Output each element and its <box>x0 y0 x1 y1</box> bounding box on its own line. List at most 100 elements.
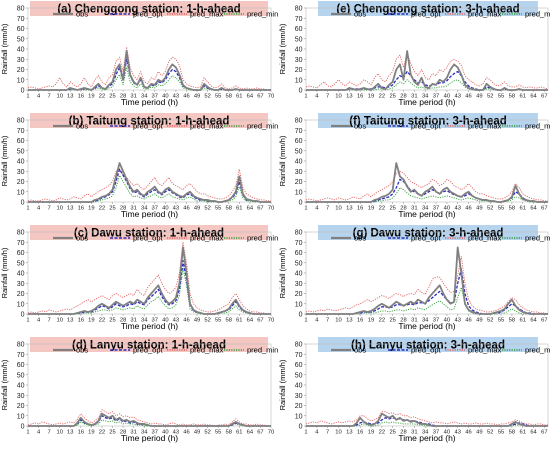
legend-label-pred-min: pred_min <box>525 122 550 131</box>
y-tick-label: 10 <box>295 77 303 84</box>
legend-label-obs: obs <box>76 346 88 355</box>
x-tick-label: 58 <box>509 206 515 212</box>
y-tick-label: 50 <box>295 36 303 43</box>
legend-label-pred-max: pred_max <box>468 10 502 19</box>
x-tick-label: 34 <box>422 94 429 100</box>
x-tick-label: 43 <box>454 206 460 212</box>
x-tick-label: 28 <box>120 318 126 324</box>
x-tick-label: 22 <box>99 94 105 100</box>
series-line-pred-max <box>305 256 549 315</box>
legend-label-pred-opt: pred_opt <box>133 234 164 243</box>
series-line-pred-min <box>28 267 271 315</box>
x-tick-label: 61 <box>236 430 242 436</box>
plot-frame <box>27 343 272 427</box>
legend-label-pred-opt: pred_opt <box>133 346 164 355</box>
x-tick-label: 19 <box>88 206 94 212</box>
y-tick-label: 80 <box>17 6 25 13</box>
x-tick-label: 37 <box>152 206 158 212</box>
x-tick-label: 16 <box>78 430 84 436</box>
x-tick-label: 7 <box>48 206 51 212</box>
x-tick-label: 67 <box>541 430 547 436</box>
x-tick-label: 43 <box>454 430 460 436</box>
x-tick-label: 37 <box>433 430 439 436</box>
x-tick-label: 16 <box>357 94 363 100</box>
chart-title: (b) Taitung station: 1-h-ahead <box>69 116 230 128</box>
title-banner <box>30 1 268 16</box>
x-tick-label: 10 <box>56 430 62 436</box>
series-line-obs <box>28 162 271 203</box>
x-tick-label: 10 <box>335 94 341 100</box>
x-tick-label: 52 <box>204 430 210 436</box>
x-tick-label: 46 <box>183 430 189 436</box>
title-banner <box>318 337 538 352</box>
x-axis-label: Time period (h) <box>121 321 178 331</box>
x-tick-label: 25 <box>109 430 115 436</box>
series-line-pred-max <box>27 409 271 427</box>
x-tick-label: 43 <box>173 318 179 324</box>
x-tick-label: 19 <box>368 318 374 324</box>
x-tick-label: 55 <box>498 94 504 100</box>
x-tick-label: 25 <box>389 94 395 100</box>
x-tick-label: 37 <box>152 318 158 324</box>
x-tick-label: 31 <box>130 430 136 436</box>
y-tick-label: 80 <box>17 118 25 125</box>
y-tick-label: 50 <box>17 148 25 155</box>
y-tick-label: 20 <box>295 67 303 74</box>
x-tick-label: 19 <box>88 430 94 436</box>
x-tick-label: 58 <box>226 94 232 100</box>
y-tick-label: 30 <box>17 393 25 400</box>
y-tick-label: 40 <box>17 47 25 54</box>
x-tick-label: 25 <box>389 430 395 436</box>
x-tick-label: 4 <box>315 318 319 324</box>
plot-frame <box>27 7 272 91</box>
legend-label-obs: obs <box>354 346 366 355</box>
y-tick-label: 40 <box>295 159 303 166</box>
y-tick-label: 30 <box>17 57 25 64</box>
y-axis-label: Rainfall (mm/h) <box>278 359 287 410</box>
y-tick-label: 70 <box>295 128 303 135</box>
x-tick-label: 1 <box>26 94 29 100</box>
y-tick-label: 10 <box>17 413 25 420</box>
series-line-obs <box>306 50 548 91</box>
x-tick-label: 13 <box>67 318 73 324</box>
x-tick-label: 13 <box>346 206 352 212</box>
x-tick-label: 28 <box>400 318 406 324</box>
y-tick-label: 50 <box>295 372 303 379</box>
x-tick-label: 25 <box>109 318 115 324</box>
x-tick-label: 61 <box>519 94 525 100</box>
y-tick-label: 10 <box>17 77 25 84</box>
y-tick-label: 0 <box>299 200 303 207</box>
x-tick-label: 61 <box>519 206 525 212</box>
series-line-obs <box>306 162 548 203</box>
x-tick-label: 25 <box>109 206 115 212</box>
x-tick-label: 67 <box>257 206 263 212</box>
title-banner <box>30 225 268 240</box>
x-tick-label: 16 <box>357 430 363 436</box>
x-tick-label: 31 <box>130 94 136 100</box>
x-tick-label: 52 <box>204 206 210 212</box>
y-tick-label: 10 <box>17 189 25 196</box>
x-tick-label: 4 <box>315 94 319 100</box>
x-tick-label: 55 <box>215 430 221 436</box>
x-tick-label: 16 <box>357 318 363 324</box>
y-tick-label: 40 <box>295 271 303 278</box>
y-tick-label: 0 <box>21 424 25 431</box>
x-tick-label: 22 <box>99 318 105 324</box>
x-tick-label: 4 <box>315 206 319 212</box>
y-tick-label: 20 <box>17 403 25 410</box>
x-tick-label: 64 <box>247 318 254 324</box>
x-tick-label: 52 <box>487 94 493 100</box>
legend-label-pred-max: pred_max <box>468 122 502 131</box>
x-tick-label: 1 <box>26 430 29 436</box>
legend-label-pred-opt: pred_opt <box>411 234 442 243</box>
x-tick-label: 55 <box>215 318 221 324</box>
x-axis-label: Time period (h) <box>121 209 178 219</box>
x-tick-label: 10 <box>335 430 341 436</box>
y-tick-label: 80 <box>17 230 25 237</box>
y-tick-label: 70 <box>17 352 25 359</box>
y-tick-label: 60 <box>17 138 25 145</box>
x-tick-label: 28 <box>400 430 406 436</box>
x-tick-label: 16 <box>78 318 84 324</box>
x-tick-label: 13 <box>67 206 73 212</box>
y-tick-label: 40 <box>17 159 25 166</box>
